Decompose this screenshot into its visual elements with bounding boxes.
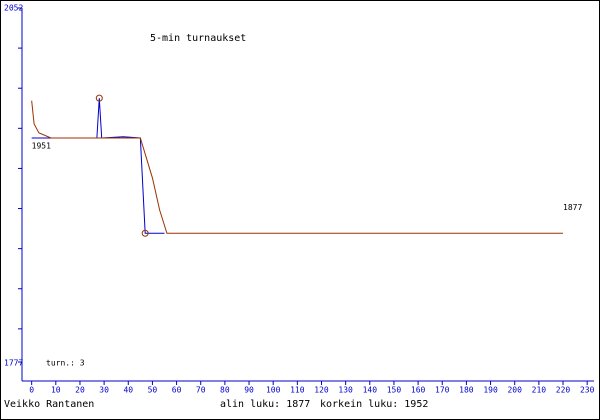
x-tick-label: 160 xyxy=(411,386,426,395)
x-tick-label: 30 xyxy=(99,386,109,395)
x-tick-label: 180 xyxy=(459,386,474,395)
x-tick-label: 140 xyxy=(363,386,378,395)
x-tick-label: 90 xyxy=(244,386,254,395)
x-tick-label: 10 xyxy=(51,386,61,395)
max-rating: korkein luku: 1952 xyxy=(320,399,428,410)
x-tick-label: 20 xyxy=(75,386,85,395)
x-tick-label: 70 xyxy=(196,386,206,395)
x-tick-label: 190 xyxy=(483,386,498,395)
x-tick-label: 40 xyxy=(123,386,133,395)
x-tick-label: 150 xyxy=(387,386,402,395)
series-line xyxy=(31,98,165,234)
x-tick-label: 50 xyxy=(148,386,158,395)
marker xyxy=(95,94,103,102)
x-tick-label: 0 xyxy=(29,386,34,395)
x-tick-label: 60 xyxy=(172,386,182,395)
x-tick-label: 110 xyxy=(290,386,305,395)
x-tick-label: 100 xyxy=(266,386,281,395)
x-tick-label: 200 xyxy=(507,386,522,395)
author: Veikko Rantanen xyxy=(4,399,94,410)
x-tick-label: 120 xyxy=(314,386,329,395)
x-tick-label: 210 xyxy=(532,386,547,395)
y-tick-label: 1777 xyxy=(4,359,23,368)
series-line xyxy=(31,100,564,234)
x-tick-label: 170 xyxy=(435,386,450,395)
games-count: turn.: 3 xyxy=(46,359,85,368)
min-rating: alin luku: 1877 xyxy=(220,399,310,410)
x-tick-label: 80 xyxy=(220,386,230,395)
y-tick-label: 2052 xyxy=(4,4,23,13)
annotation: 1951 xyxy=(32,142,51,151)
x-tick-label: 130 xyxy=(338,386,353,395)
x-tick-label: 220 xyxy=(556,386,571,395)
annotation: 1877 xyxy=(563,203,582,212)
marker xyxy=(141,229,149,237)
x-tick-label: 230 xyxy=(580,386,595,395)
chart-title: 5-min turnaukset xyxy=(150,33,246,44)
